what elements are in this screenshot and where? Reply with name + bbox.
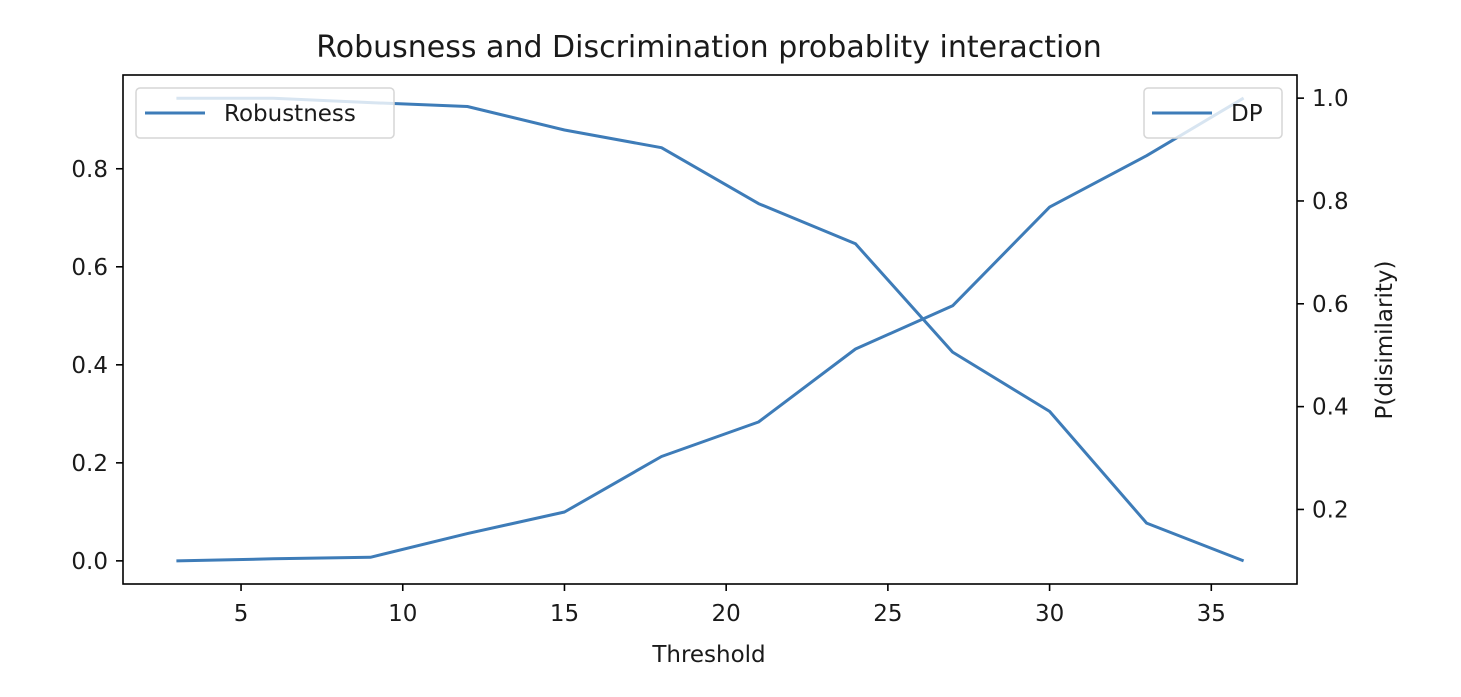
- y-left-tick-label: 0.4: [71, 353, 108, 379]
- legend-dp: DP: [1143, 87, 1283, 139]
- legend-dp-box: [1143, 87, 1283, 139]
- y-right-tick-label: 0.6: [1312, 292, 1349, 318]
- legend-dp-label: DP: [1231, 101, 1263, 127]
- series-layer: [176, 96, 1245, 563]
- x-tick-label: 10: [388, 601, 417, 627]
- x-tick-label: 25: [873, 601, 902, 627]
- plot-frame: [122, 74, 1298, 585]
- x-tick-label: 35: [1197, 601, 1226, 627]
- y-right-tick-label: 1.0: [1312, 86, 1349, 112]
- legend-robustness: Robustness: [135, 87, 395, 139]
- legend-robustness-box: [135, 87, 395, 139]
- y-left-tick-label: 0.0: [71, 549, 108, 575]
- y-axis-right-label: P(disimilarity): [1372, 261, 1398, 420]
- series-line-robustness: [176, 96, 1245, 563]
- x-axis: 5 10 15 20 25 30 35: [234, 584, 1226, 627]
- y-axis-left: 0.0 0.2 0.4 0.6 0.8: [71, 157, 123, 575]
- y-right-tick-label: 0.8: [1312, 189, 1349, 215]
- x-tick-label: 20: [712, 601, 741, 627]
- legend-robustness-label: Robustness: [224, 101, 356, 127]
- series-line-dp: [176, 96, 1245, 563]
- y-axis-right: 0.2 0.4 0.6 0.8 1.0: [1297, 86, 1349, 523]
- x-tick-label: 15: [550, 601, 579, 627]
- chart-title: Robusness and Discrimination probablity …: [316, 30, 1101, 65]
- x-tick-label: 5: [234, 601, 249, 627]
- y-left-tick-label: 0.8: [71, 157, 108, 183]
- y-right-tick-label: 0.2: [1312, 497, 1349, 523]
- y-left-tick-label: 0.2: [71, 451, 108, 477]
- x-tick-label: 30: [1035, 601, 1064, 627]
- y-right-tick-label: 0.4: [1312, 395, 1349, 421]
- y-left-tick-label: 0.6: [71, 255, 108, 281]
- x-axis-label: Threshold: [651, 642, 765, 668]
